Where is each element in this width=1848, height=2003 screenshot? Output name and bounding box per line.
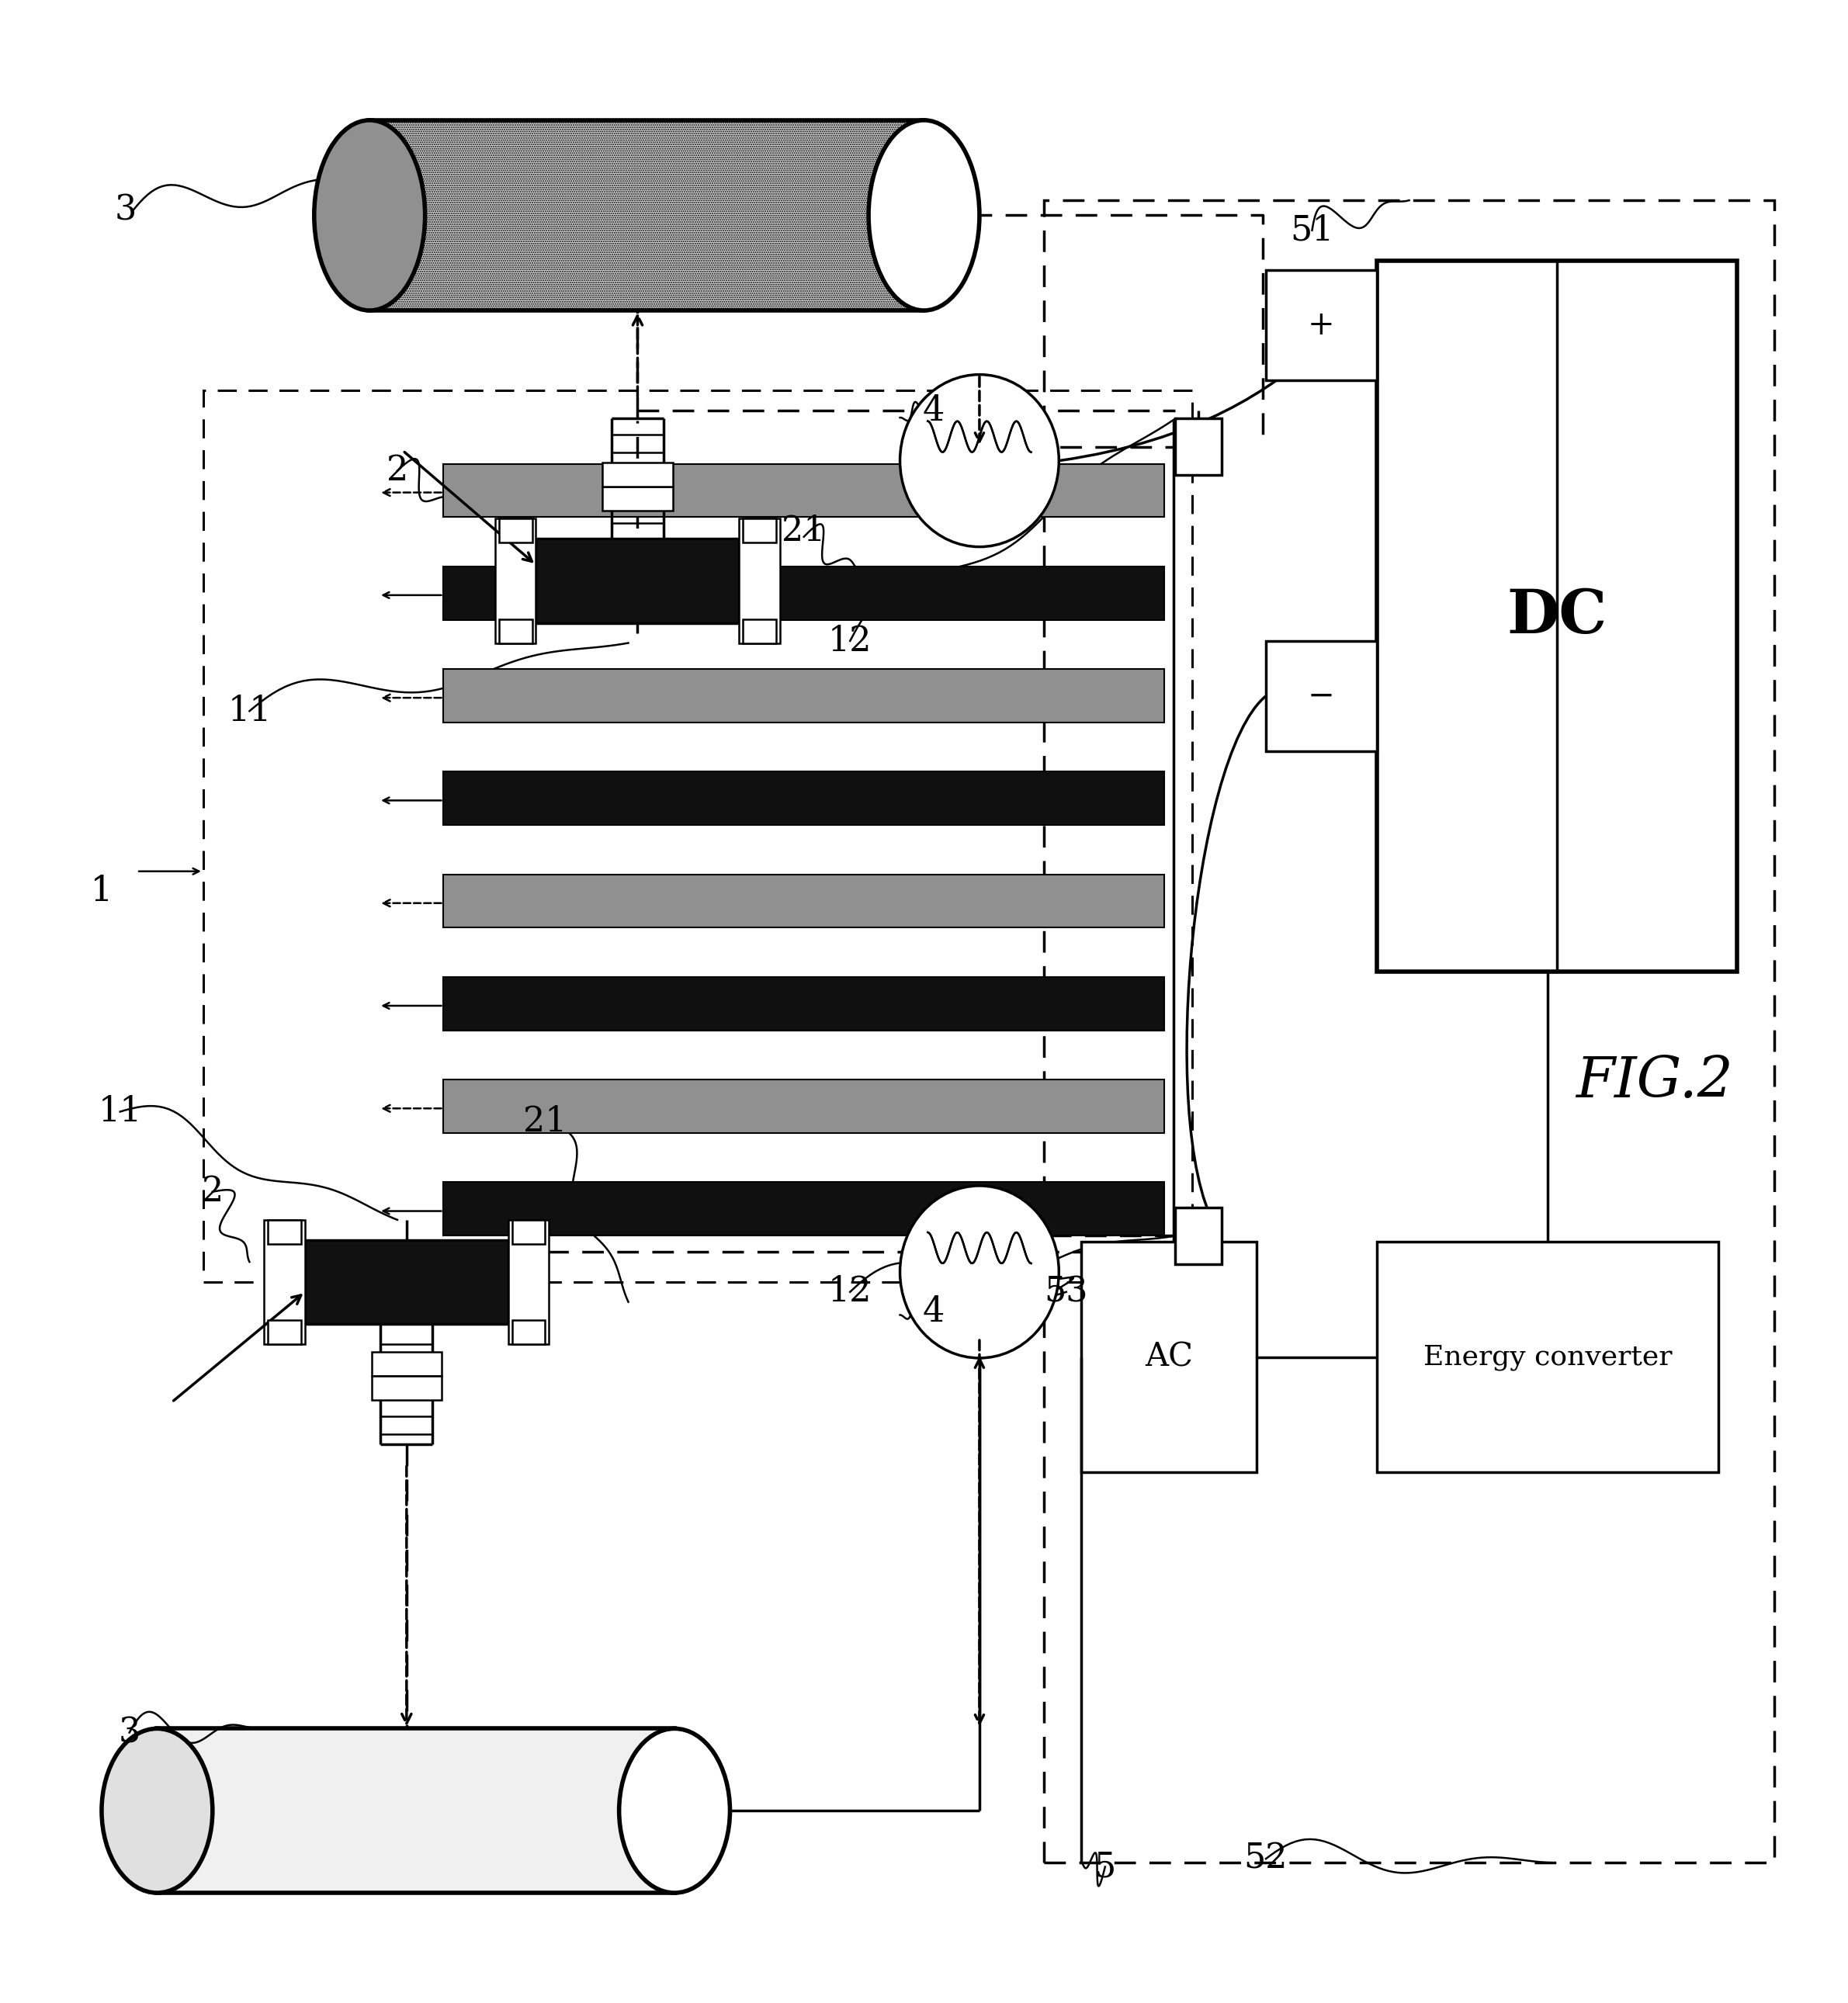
Text: 1: 1: [91, 875, 113, 907]
Bar: [444, 1182, 1164, 1236]
Bar: [444, 669, 1164, 723]
Bar: [264, 1220, 305, 1344]
Bar: [157, 1729, 675, 1893]
Bar: [1377, 1242, 1719, 1472]
Bar: [602, 487, 673, 511]
Text: 12: 12: [828, 625, 872, 657]
Text: 21: 21: [782, 515, 826, 547]
Ellipse shape: [102, 1729, 213, 1893]
Bar: [444, 875, 1164, 927]
Text: 2: 2: [201, 1176, 224, 1208]
Text: 11: 11: [227, 695, 272, 727]
Text: DC: DC: [1506, 587, 1608, 645]
Bar: [1266, 270, 1377, 381]
Bar: [371, 1376, 442, 1400]
Bar: [1175, 1208, 1222, 1264]
Text: 4: 4: [922, 395, 944, 427]
Bar: [1044, 200, 1774, 1863]
Bar: [512, 1220, 545, 1244]
Text: 11: 11: [98, 1096, 142, 1128]
Bar: [371, 1352, 442, 1376]
Bar: [512, 1320, 545, 1344]
Bar: [203, 391, 1192, 1282]
Bar: [1266, 641, 1377, 751]
Text: AC: AC: [1144, 1340, 1194, 1374]
Text: 52: 52: [1244, 1843, 1288, 1875]
Text: 1: 1: [91, 875, 113, 907]
Bar: [370, 120, 924, 310]
Text: 4: 4: [922, 1296, 944, 1328]
Bar: [739, 519, 780, 643]
Bar: [743, 519, 776, 543]
Circle shape: [900, 1186, 1059, 1358]
Bar: [1175, 419, 1222, 475]
Text: 51: 51: [1290, 214, 1334, 246]
Bar: [602, 463, 673, 487]
Text: 53: 53: [1044, 1276, 1088, 1308]
Bar: [444, 567, 1164, 619]
Bar: [268, 1220, 301, 1244]
Ellipse shape: [619, 1729, 730, 1893]
Bar: [444, 1080, 1164, 1134]
Text: 5: 5: [1094, 1851, 1116, 1883]
Text: 21: 21: [523, 1106, 567, 1138]
Bar: [444, 977, 1164, 1030]
Ellipse shape: [869, 120, 979, 310]
Circle shape: [900, 375, 1059, 547]
Text: Energy converter: Energy converter: [1423, 1344, 1672, 1370]
Text: +: +: [1308, 308, 1334, 343]
Bar: [743, 619, 776, 643]
Bar: [268, 1320, 301, 1344]
Bar: [499, 519, 532, 543]
Bar: [508, 1220, 549, 1344]
Bar: [444, 771, 1164, 825]
Bar: [1377, 260, 1737, 971]
Bar: [305, 1240, 508, 1324]
Text: FIG.2: FIG.2: [1574, 1054, 1733, 1110]
Bar: [444, 465, 1164, 517]
Bar: [499, 619, 532, 643]
Bar: [536, 539, 739, 623]
Text: −: −: [1308, 679, 1334, 713]
Text: 12: 12: [828, 1276, 872, 1308]
Text: 3: 3: [115, 194, 137, 226]
Bar: [495, 519, 536, 643]
Ellipse shape: [314, 120, 425, 310]
Text: 3: 3: [118, 1717, 140, 1749]
Bar: [1081, 1242, 1257, 1472]
Text: 2: 2: [386, 455, 408, 487]
